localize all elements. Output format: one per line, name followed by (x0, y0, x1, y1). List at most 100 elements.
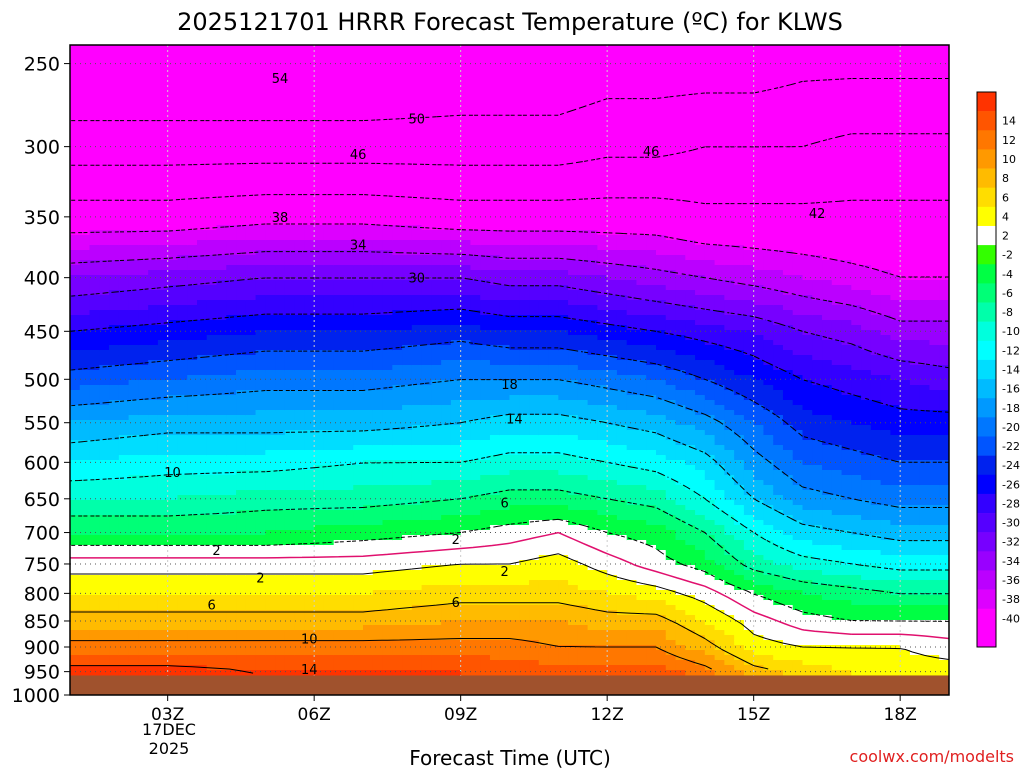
temperature-cell (421, 670, 432, 676)
temperature-cell (323, 530, 335, 536)
temperature-cell (118, 215, 130, 221)
temperature-cell (353, 490, 364, 496)
temperature-cell (245, 95, 257, 101)
temperature-cell (333, 505, 345, 511)
temperature-cell (314, 140, 325, 146)
temperature-cell (421, 200, 432, 206)
temperature-cell (245, 280, 257, 286)
temperature-cell (79, 655, 91, 661)
temperature-cell (99, 250, 110, 256)
temperature-cell (196, 375, 208, 381)
temperature-cell (255, 445, 266, 451)
temperature-cell (402, 85, 413, 91)
temperature-cell (314, 450, 325, 456)
temperature-cell (392, 435, 403, 441)
temperature-cell (284, 250, 296, 256)
temperature-cell (284, 645, 296, 651)
temperature-cell (323, 595, 335, 601)
temperature-cell (128, 420, 139, 426)
temperature-cell (314, 80, 325, 86)
temperature-cell (157, 195, 169, 201)
temperature-cell (265, 515, 276, 521)
temperature-cell (255, 400, 266, 406)
temperature-cell (343, 165, 354, 171)
temperature-cell (206, 445, 218, 451)
temperature-cell (382, 325, 393, 331)
temperature-cell (99, 265, 110, 271)
temperature-cell (196, 160, 208, 166)
temperature-cell (99, 535, 110, 541)
temperature-cell (402, 335, 413, 341)
temperature-cell (421, 65, 432, 71)
temperature-cell (70, 620, 81, 626)
temperature-cell (206, 315, 218, 321)
temperature-cell (109, 115, 120, 121)
temperature-cell (343, 285, 354, 291)
temperature-cell (70, 375, 81, 381)
temperature-cell (245, 110, 257, 116)
temperature-cell (128, 135, 139, 141)
temperature-cell (275, 225, 286, 231)
temperature-cell (353, 630, 364, 636)
temperature-cell (79, 85, 91, 91)
temperature-cell (128, 440, 139, 446)
temperature-cell (206, 530, 218, 536)
temperature-cell (353, 650, 364, 656)
temperature-cell (314, 110, 325, 116)
temperature-cell (89, 200, 100, 206)
temperature-cell (382, 95, 393, 101)
temperature-cell (148, 570, 159, 576)
temperature-cell (70, 300, 81, 306)
temperature-cell (333, 275, 345, 281)
temperature-cell (109, 95, 120, 101)
temperature-cell (431, 430, 442, 436)
temperature-cell (236, 170, 247, 176)
temperature-cell (187, 400, 198, 406)
temperature-cell (99, 230, 110, 236)
temperature-cell (431, 55, 442, 61)
temperature-cell (167, 580, 179, 586)
temperature-cell (138, 465, 149, 471)
temperature-cell (128, 540, 139, 546)
temperature-cell (392, 385, 403, 391)
temperature-cell (343, 175, 354, 181)
temperature-cell (128, 520, 139, 526)
temperature-cell (275, 125, 286, 131)
temperature-cell (177, 495, 188, 501)
temperature-cell (265, 75, 276, 81)
temperature-cell (411, 115, 423, 121)
temperature-cell (138, 190, 149, 196)
temperature-cell (284, 405, 296, 411)
temperature-cell (99, 320, 110, 326)
temperature-cell (411, 555, 423, 561)
temperature-cell (402, 120, 413, 126)
temperature-cell (275, 175, 286, 181)
temperature-cell (304, 375, 315, 381)
temperature-cell (89, 295, 100, 301)
temperature-cell (226, 375, 237, 381)
temperature-cell (411, 355, 423, 361)
temperature-cell (265, 265, 276, 271)
temperature-cell (236, 550, 247, 556)
temperature-cell (216, 65, 227, 71)
temperature-cell (372, 345, 384, 351)
temperature-cell (138, 200, 149, 206)
temperature-cell (245, 525, 257, 531)
temperature-cell (333, 195, 345, 201)
temperature-cell (343, 65, 354, 71)
temperature-cell (187, 250, 198, 256)
temperature-cell (187, 185, 198, 191)
temperature-cell (157, 445, 169, 451)
temperature-cell (138, 660, 149, 666)
temperature-cell (138, 505, 149, 511)
temperature-cell (109, 170, 120, 176)
temperature-cell (265, 485, 276, 491)
temperature-cell (157, 615, 169, 621)
temperature-cell (402, 645, 413, 651)
temperature-cell (372, 455, 384, 461)
temperature-cell (138, 255, 149, 261)
temperature-cell (70, 295, 81, 301)
temperature-cell (187, 535, 198, 541)
temperature-cell (382, 250, 393, 256)
temperature-cell (343, 670, 354, 676)
